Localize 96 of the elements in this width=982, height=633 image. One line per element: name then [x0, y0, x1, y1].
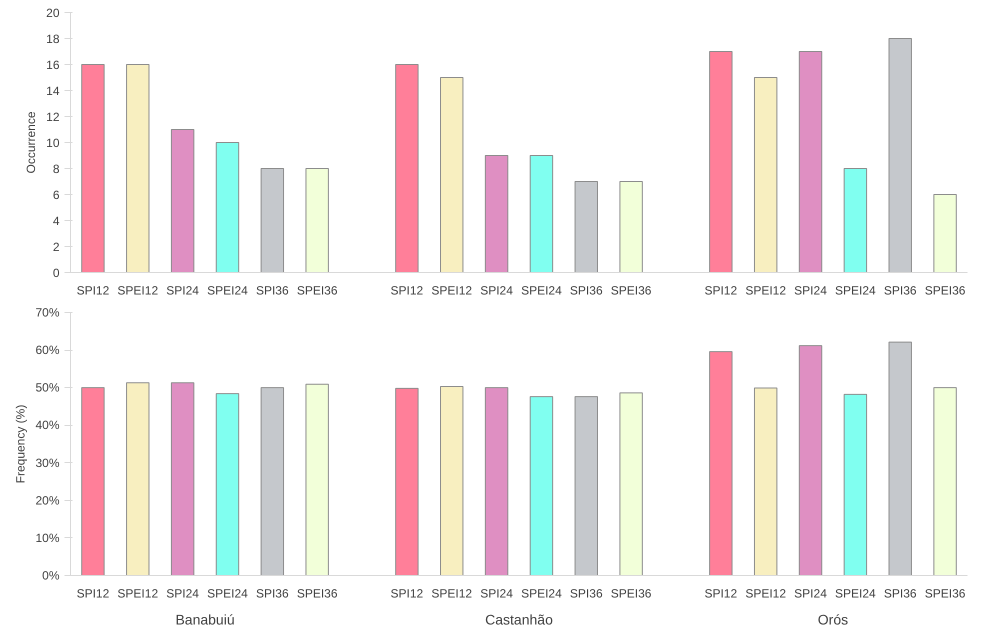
text: Castanhão	[485, 612, 554, 628]
y-tick-label: 70%	[35, 306, 60, 320]
bar	[81, 387, 105, 576]
x-tick-label: SPEI24	[835, 284, 876, 298]
bar	[81, 64, 105, 272]
bar	[754, 388, 778, 576]
x-tick-label: SPI12	[76, 284, 110, 298]
bar	[798, 345, 822, 576]
y-tick-label: 40%	[35, 418, 60, 432]
x-tick-label: SPI12	[704, 284, 738, 298]
bar	[888, 38, 912, 272]
bar	[933, 194, 957, 272]
x-tick-label: SPI36	[570, 284, 603, 298]
bar	[798, 51, 822, 272]
bar	[216, 142, 240, 272]
x-tick-label: SPI36	[884, 284, 917, 298]
x-tick-label: SPEI24	[207, 284, 248, 298]
x-tick-label: SPI12	[76, 586, 110, 600]
bar	[440, 386, 464, 576]
bar	[126, 64, 150, 272]
bar	[395, 64, 419, 272]
bar	[888, 342, 912, 576]
x-tick-label: SPEI36	[296, 284, 338, 298]
bar	[395, 388, 419, 576]
bar	[844, 168, 868, 272]
text: Orós	[818, 612, 848, 628]
x-tick-label: SPEI36	[296, 586, 338, 600]
x-tick-label: SPI24	[166, 284, 200, 298]
x-tick-label: SPEI12	[745, 586, 786, 600]
y-tick-label: 18	[46, 32, 60, 46]
bar	[709, 51, 733, 272]
x-tick-label: SPI36	[570, 586, 603, 600]
bar	[305, 168, 329, 272]
y-tick-label: 8	[52, 162, 60, 176]
y-tick-label: 10	[46, 136, 60, 150]
bar	[170, 382, 194, 576]
bar	[754, 77, 778, 272]
x-tick-label: SPI36	[256, 586, 289, 600]
x-tick-label: SPI24	[794, 586, 828, 600]
bar	[933, 387, 957, 576]
bar	[216, 393, 240, 576]
x-tick-label: SPEI24	[835, 586, 876, 600]
y-tick-label: 16	[46, 58, 60, 72]
x-tick-label: SPEI12	[431, 284, 472, 298]
y-tick-label: 30%	[35, 456, 60, 470]
bar	[619, 392, 643, 576]
x-tick-label: SPI24	[794, 284, 828, 298]
bar	[619, 181, 643, 272]
y-tick-label: 12	[46, 110, 60, 124]
bar	[305, 384, 329, 576]
bar	[260, 168, 284, 272]
bar	[484, 155, 508, 272]
x-tick-label: SPI24	[480, 586, 514, 600]
bar	[260, 387, 284, 576]
x-tick-label: SPEI12	[117, 586, 158, 600]
y-tick-label: 10%	[35, 530, 60, 545]
y-axis-title: Frequency (%)	[13, 404, 28, 484]
y-tick-label: 6	[52, 188, 60, 202]
y-tick-label: 2	[52, 240, 60, 254]
x-tick-label: SPI12	[390, 586, 424, 600]
y-tick-label: 4	[52, 214, 60, 228]
bar	[530, 155, 554, 272]
bar	[844, 394, 868, 576]
bar	[126, 382, 150, 576]
x-tick-label: SPEI36	[610, 284, 652, 298]
y-tick-label: 0%	[42, 568, 60, 582]
bar	[709, 351, 733, 576]
x-tick-label: SPEI36	[610, 586, 652, 600]
x-tick-label: SPEI24	[207, 586, 248, 600]
x-tick-label: SPEI24	[521, 586, 562, 600]
bar	[574, 396, 598, 576]
bar	[440, 77, 464, 272]
y-tick-label: 20	[46, 6, 60, 20]
x-tick-label: SPEI12	[117, 284, 158, 298]
x-tick-label: SPI12	[704, 586, 738, 600]
x-tick-label: SPEI12	[745, 284, 786, 298]
y-axis-title: Occurrence	[24, 111, 38, 174]
x-tick-label: SPI12	[390, 284, 424, 298]
x-tick-label: SPEI36	[924, 284, 966, 298]
bar	[530, 396, 554, 576]
bar	[170, 129, 194, 272]
x-tick-label: SPI36	[884, 586, 917, 600]
x-tick-label: SPEI36	[924, 586, 966, 600]
x-tick-label: SPEI24	[521, 284, 562, 298]
bar	[574, 181, 598, 272]
x-tick-label: SPEI12	[431, 586, 472, 600]
y-tick-label: 60%	[35, 343, 60, 358]
bar	[484, 387, 508, 576]
y-tick-label: 0	[52, 266, 60, 280]
x-tick-label: SPI24	[166, 586, 200, 600]
text: Banabuiú	[175, 612, 235, 628]
y-tick-label: 50%	[35, 380, 60, 395]
y-tick-label: 20%	[35, 493, 60, 508]
y-tick-label: 14	[46, 84, 60, 98]
x-tick-label: SPI36	[256, 284, 289, 298]
x-tick-label: SPI24	[480, 284, 514, 298]
